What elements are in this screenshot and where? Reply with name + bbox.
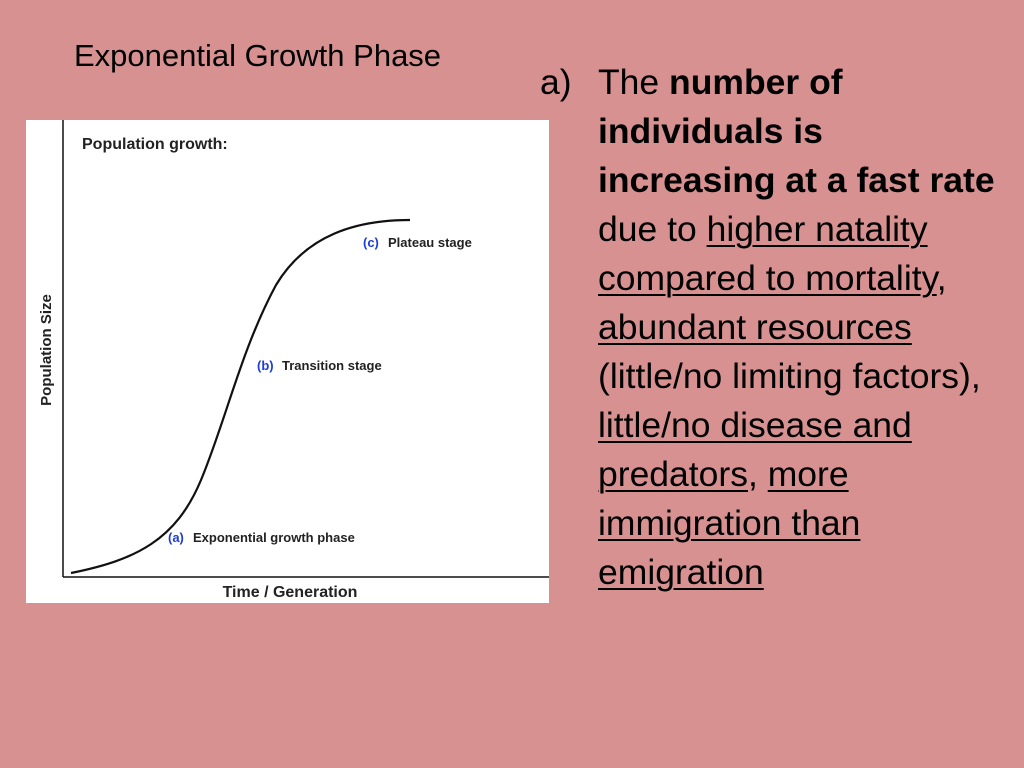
stage-c-text: Plateau stage xyxy=(388,235,472,250)
stage-c-letter: (c) xyxy=(363,235,379,250)
x-axis-label: Time / Generation xyxy=(223,584,358,601)
population-growth-figure: Population growth: Population Size Time … xyxy=(26,120,549,603)
stage-b-text: Transition stage xyxy=(282,358,382,373)
sigmoid-curve xyxy=(70,218,411,575)
text-segment: due to xyxy=(598,209,707,249)
population-growth-diagram: Population growth: Population Size Time … xyxy=(38,120,549,601)
stage-b-label: (b) Transition stage xyxy=(257,358,382,373)
bullet-text: The number of individuals is increasing … xyxy=(598,58,1010,597)
text-segment: (little/no limiting factors), xyxy=(598,356,981,396)
text-segment: , xyxy=(747,454,768,494)
underlined-text: higher natality compared to mortality xyxy=(598,209,937,298)
stage-b-letter: (b) xyxy=(257,358,274,373)
underlined-text: little/no disease and predators xyxy=(598,405,912,494)
slide-title: Exponential Growth Phase xyxy=(74,38,442,73)
emphasis-text: number of individuals is increasing at a… xyxy=(598,62,995,200)
y-axis-label: Population Size xyxy=(38,294,55,406)
figure-title: Population growth: xyxy=(82,136,228,153)
bullet-marker: a) xyxy=(540,62,572,102)
text-segment: The xyxy=(598,62,670,102)
text-segment: , xyxy=(936,258,947,298)
underlined-text: more immigration than emigration xyxy=(598,454,861,592)
stage-a-letter: (a) xyxy=(168,530,184,545)
underlined-text: abundant resources xyxy=(598,307,912,347)
stage-a-label: (a) Exponential growth phase xyxy=(168,530,355,545)
stage-a-text: Exponential growth phase xyxy=(193,530,355,545)
stage-c-label: (c) Plateau stage xyxy=(363,235,472,250)
